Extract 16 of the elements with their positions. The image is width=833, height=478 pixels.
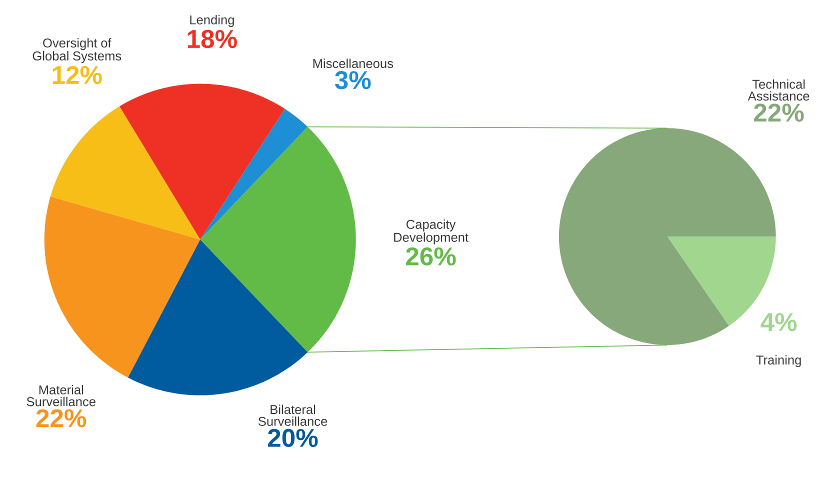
data-label: 22%	[754, 104, 804, 122]
slice-label: Oversight of Global Systems	[32, 38, 122, 63]
data-label: 12%	[52, 66, 102, 84]
slice-label: Lending	[190, 14, 234, 27]
data-label: 22%	[36, 409, 86, 428]
data-label: 3%	[334, 70, 371, 90]
slice-label: Bilateral Surveillance	[258, 404, 328, 426]
slice-label: Technical Assistance	[748, 79, 810, 101]
slice-label: Material Surveillance	[26, 384, 96, 406]
data-label: 4%	[760, 313, 797, 332]
data-label: 26%	[406, 247, 456, 266]
slice-label: Capacity Development	[394, 219, 468, 244]
data-label: 18%	[188, 30, 237, 48]
data-label: 20%	[268, 428, 318, 447]
slice-label: Miscellaneous	[313, 58, 394, 68]
slice-label: Training	[756, 355, 801, 368]
